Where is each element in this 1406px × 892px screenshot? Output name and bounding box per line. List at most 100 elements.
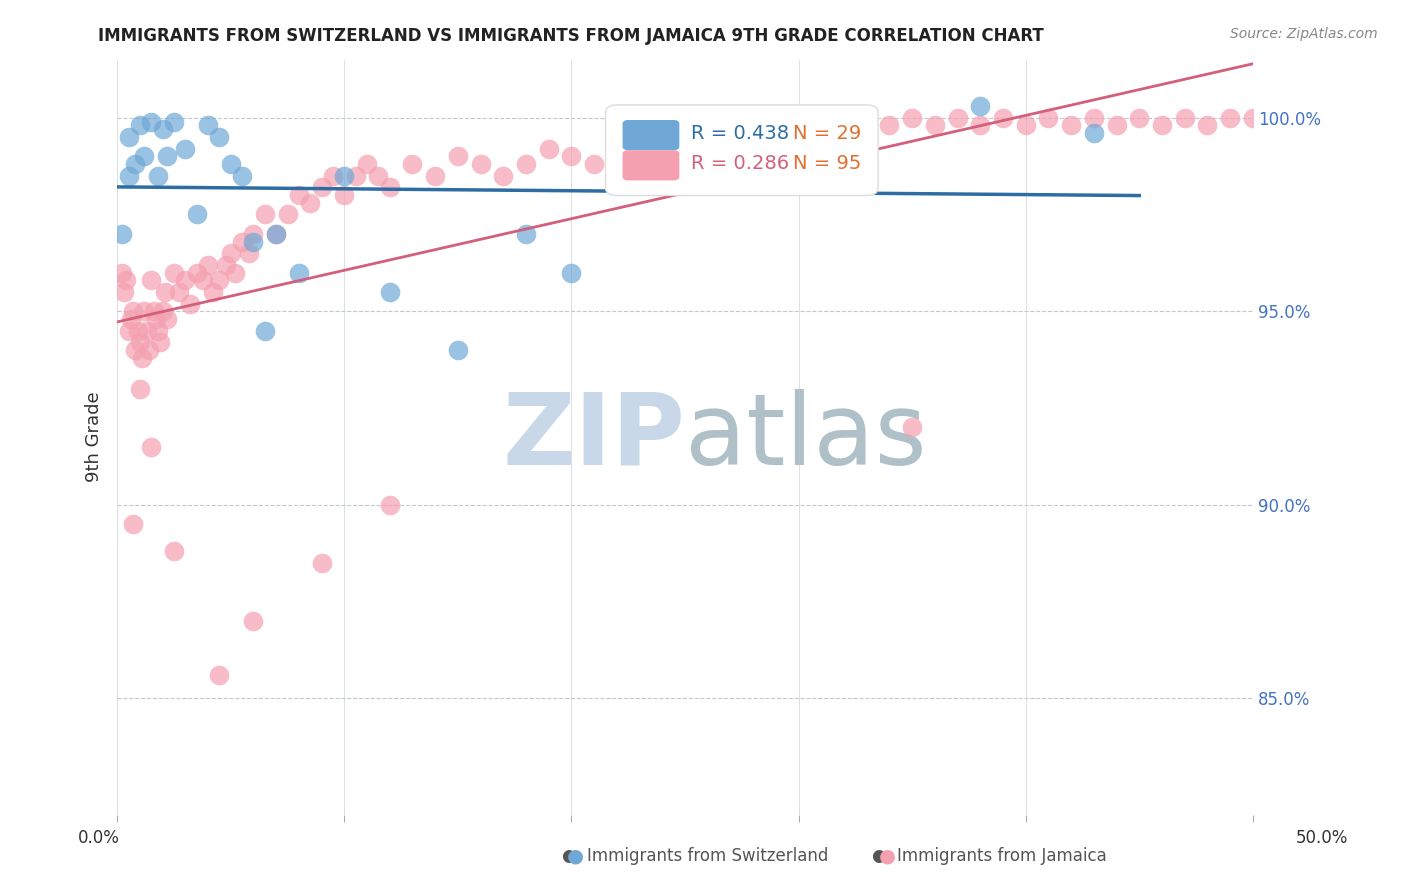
- Text: N = 29: N = 29: [793, 124, 860, 143]
- Point: [146, 324, 169, 338]
- Point: [197, 258, 219, 272]
- Point: [117, 169, 139, 183]
- Point: [129, 335, 152, 350]
- FancyBboxPatch shape: [606, 105, 879, 195]
- Point: [253, 324, 276, 338]
- Text: 0.0%: 0.0%: [77, 830, 120, 847]
- Point: [142, 304, 165, 318]
- Point: [141, 440, 163, 454]
- Point: [174, 142, 197, 156]
- Point: [765, 130, 787, 145]
- Point: [156, 149, 179, 163]
- Text: N = 95: N = 95: [793, 154, 862, 173]
- Point: [115, 273, 138, 287]
- Point: [134, 149, 156, 163]
- Point: [537, 142, 560, 156]
- Point: [152, 304, 174, 318]
- Text: IMMIGRANTS FROM SWITZERLAND VS IMMIGRANTS FROM JAMAICA 9TH GRADE CORRELATION CHA: IMMIGRANTS FROM SWITZERLAND VS IMMIGRANT…: [98, 27, 1045, 45]
- Point: [1197, 119, 1219, 133]
- Point: [117, 324, 139, 338]
- Text: 50.0%: 50.0%: [1295, 830, 1348, 847]
- Point: [832, 119, 855, 133]
- Point: [924, 119, 946, 133]
- Point: [197, 119, 219, 133]
- Point: [720, 130, 742, 145]
- Point: [333, 188, 356, 202]
- Point: [969, 119, 991, 133]
- Point: [1060, 119, 1083, 133]
- Point: [1241, 111, 1264, 125]
- Point: [515, 157, 537, 171]
- Point: [1128, 111, 1150, 125]
- Point: [787, 119, 810, 133]
- Point: [1015, 119, 1038, 133]
- Text: ●  Immigrants from Jamaica: ● Immigrants from Jamaica: [872, 847, 1107, 865]
- Point: [606, 142, 628, 156]
- Point: [231, 235, 253, 249]
- Point: [447, 343, 470, 357]
- Point: [277, 207, 299, 221]
- Point: [583, 157, 606, 171]
- Point: [149, 335, 172, 350]
- Point: [145, 312, 167, 326]
- Point: [122, 517, 145, 532]
- Point: [156, 312, 179, 326]
- Point: [855, 111, 877, 125]
- Text: R = 0.438: R = 0.438: [690, 124, 789, 143]
- Y-axis label: 9th Grade: 9th Grade: [86, 392, 103, 483]
- Point: [134, 304, 156, 318]
- Point: [367, 169, 389, 183]
- Point: [378, 285, 401, 299]
- Point: [378, 498, 401, 512]
- Point: [447, 149, 470, 163]
- Point: [238, 246, 260, 260]
- Point: [219, 157, 242, 171]
- Point: [651, 157, 673, 171]
- Point: [344, 169, 367, 183]
- Point: [673, 142, 696, 156]
- Point: [1105, 119, 1128, 133]
- Point: [129, 382, 152, 396]
- Point: [138, 343, 160, 357]
- Point: [179, 296, 201, 310]
- Text: ZIP: ZIP: [502, 389, 685, 485]
- Point: [288, 188, 311, 202]
- Text: R = 0.286: R = 0.286: [690, 154, 789, 173]
- Point: [810, 130, 832, 145]
- Point: [515, 227, 537, 241]
- Point: [787, 157, 810, 171]
- Point: [242, 227, 264, 241]
- Point: [152, 122, 174, 136]
- Text: ●: ●: [567, 847, 583, 866]
- Point: [322, 169, 344, 183]
- Point: [378, 180, 401, 194]
- Point: [111, 227, 134, 241]
- Point: [991, 111, 1014, 125]
- Point: [1038, 111, 1060, 125]
- Point: [131, 351, 153, 365]
- Point: [264, 227, 287, 241]
- Point: [208, 273, 231, 287]
- Point: [288, 266, 311, 280]
- Point: [117, 130, 139, 145]
- Point: [163, 544, 186, 558]
- Point: [1174, 111, 1197, 125]
- Text: ●  Immigrants from Switzerland: ● Immigrants from Switzerland: [562, 847, 828, 865]
- Point: [879, 119, 901, 133]
- Point: [201, 285, 224, 299]
- Point: [560, 149, 582, 163]
- Point: [208, 668, 231, 682]
- Point: [146, 169, 169, 183]
- Point: [401, 157, 423, 171]
- FancyBboxPatch shape: [623, 120, 679, 150]
- Point: [901, 111, 924, 125]
- Point: [356, 157, 378, 171]
- Point: [1083, 111, 1105, 125]
- Point: [311, 556, 333, 570]
- Point: [311, 180, 333, 194]
- Point: [112, 285, 135, 299]
- Point: [167, 285, 190, 299]
- Point: [141, 273, 163, 287]
- Point: [141, 114, 163, 128]
- Point: [425, 169, 447, 183]
